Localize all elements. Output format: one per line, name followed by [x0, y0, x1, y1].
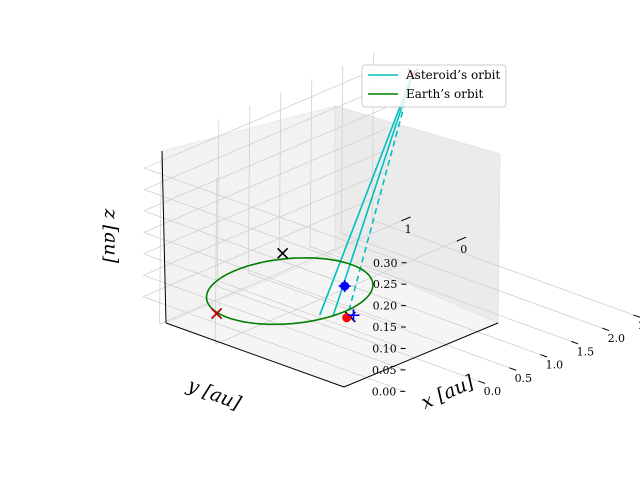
- grid-line-y-wall: [214, 177, 218, 345]
- earth-orbit-line: [205, 257, 374, 326]
- y-ticks: 1 0 −1−2−3: [0, 0, 467, 256]
- grid-line-x-floor: [248, 272, 510, 369]
- grid-line-x-wall: [216, 119, 220, 287]
- z-axis-line: [161, 150, 167, 324]
- grid-line-z-back: [144, 85, 386, 190]
- x-tick-label: 1.5: [577, 345, 595, 358]
- grid-line-z-back: [143, 171, 386, 276]
- grid-line-z-left: [142, 296, 405, 392]
- z-tick-label: 0.00: [372, 385, 397, 398]
- z-tick-label: 0.25: [373, 278, 398, 291]
- grid-line-x-wall: [309, 79, 313, 247]
- x-tick-label: 2.5: [639, 319, 640, 332]
- y-tick-label: −3: [0, 0, 8, 3]
- grid-line-z-left: [143, 231, 406, 328]
- marker-x: [211, 307, 223, 320]
- grid-line-z-back: [143, 107, 386, 212]
- legend: Asteroid’s orbit Earth’s orbit: [361, 64, 507, 108]
- grid-line-z-back: [144, 64, 387, 169]
- z-tick-label: 0.05: [372, 364, 397, 377]
- grid-line-z-left: [144, 189, 406, 285]
- x-tick-label: −0.5: [0, 0, 13, 3]
- grid-line-z-left: [144, 167, 406, 264]
- marker-plus: [347, 309, 360, 322]
- x-tick-label: 2.0: [608, 332, 626, 345]
- x-tick-label: 1.0: [546, 359, 564, 372]
- y-tick-label: 1: [405, 223, 412, 236]
- grid-line-z-back: [143, 128, 386, 233]
- grid-lines: [142, 53, 634, 392]
- x-tick-label: 0.0: [484, 385, 502, 398]
- x-tick-mark: [602, 327, 610, 332]
- y-tick-label: 0: [460, 243, 467, 256]
- x-tick-mark: [540, 354, 548, 358]
- grid-line-x-wall: [340, 66, 344, 234]
- x-tick-mark: [509, 367, 517, 371]
- x-tick-mark: [571, 340, 579, 345]
- x-axis-label: x [au]: [418, 371, 478, 414]
- x-tick-label: 0.5: [515, 372, 533, 385]
- y-tick-label: −2: [0, 0, 8, 3]
- x-tick-mark: [633, 314, 640, 318]
- x-ticks: −1.0−0.5 0.0 0.5 1.0 1.5 2.0 2.5: [0, 0, 640, 398]
- z-tick-label: 0.30: [373, 257, 398, 270]
- z-tick-label: 0.10: [372, 342, 397, 355]
- y-tick-label: −1: [0, 0, 8, 3]
- grid-line-y-wall: [159, 156, 162, 325]
- z-tick-label: 0.15: [372, 321, 397, 334]
- grid-line-z-left: [143, 274, 405, 371]
- y-tick-mark: [456, 236, 467, 242]
- grid-line-x-floor: [217, 285, 479, 382]
- y-axis-label: y [au]: [184, 374, 245, 415]
- grid-line-x-floor: [341, 233, 603, 329]
- legend-label-earth: Earth’s orbit: [406, 87, 483, 101]
- asteroid-orbit-dashed-line: [348, 73, 414, 311]
- marker-plus: [338, 280, 351, 293]
- grid-line-z-left: [143, 210, 406, 307]
- grid-line-x-wall: [247, 105, 251, 274]
- x-axis-line: [343, 322, 499, 388]
- z-ticks: −0.050.000.050.100.150.200.250.30: [372, 257, 407, 398]
- grid-line-z-back: [142, 193, 385, 298]
- marker-x: [277, 247, 289, 259]
- grid-line-z-back: [143, 150, 386, 255]
- grid-line-y-floor: [159, 220, 402, 325]
- grid-line-x-floor: [371, 219, 634, 316]
- y-axis-line: [165, 322, 345, 388]
- legend-label-asteroid: Asteroid’s orbit: [405, 68, 500, 82]
- y-tick-mark: [400, 216, 411, 222]
- z-axis-label: z [au]: [100, 208, 122, 264]
- x-tick-mark: [478, 380, 486, 384]
- x-tick-label: −1.0: [0, 0, 13, 3]
- grid-line-x-floor: [310, 246, 572, 342]
- z-tick-label: 0.20: [373, 300, 398, 313]
- grid-line-x-wall: [278, 92, 282, 260]
- grid-line-z-left: [143, 253, 405, 349]
- grid-line-y-floor: [214, 240, 457, 345]
